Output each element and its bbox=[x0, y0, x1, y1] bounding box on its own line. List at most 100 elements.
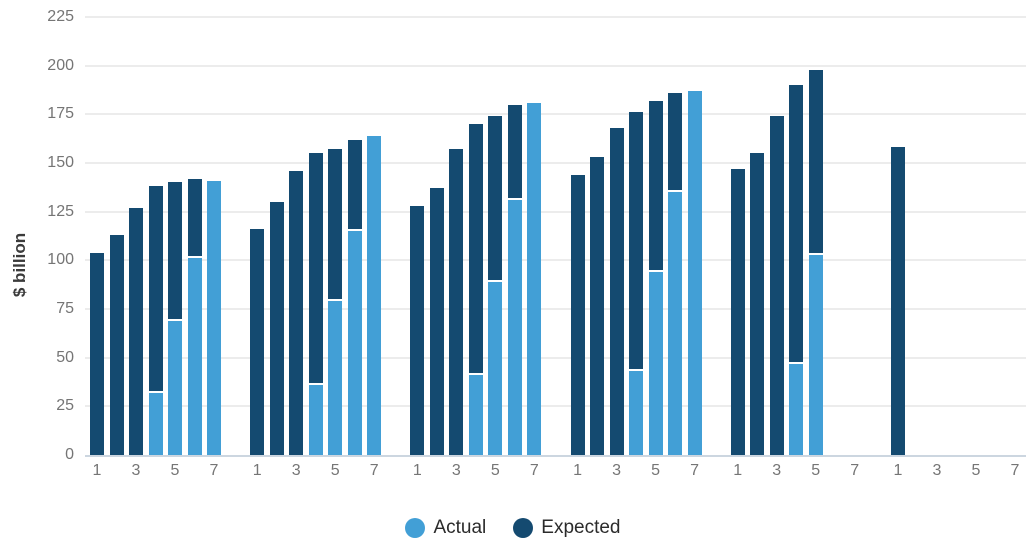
y-tick-label-150: 150 bbox=[47, 154, 74, 171]
bar-expected bbox=[468, 124, 483, 455]
x-tick-label: 5 bbox=[170, 462, 180, 479]
y-tick-label-50: 50 bbox=[56, 348, 74, 366]
bar-slot-g2-p7 bbox=[367, 17, 382, 455]
bar-slot-g4-p2 bbox=[590, 17, 605, 455]
x-tick-label bbox=[828, 462, 842, 480]
x-tick-group-4: 1 3 5 7 bbox=[571, 462, 702, 480]
bar-slot-g4-p3 bbox=[609, 17, 624, 455]
bar-slot-g3-p7 bbox=[527, 17, 542, 455]
x-tick-group-2: 1 3 5 7 bbox=[250, 462, 381, 480]
bar-expected bbox=[750, 153, 765, 455]
gridline-75 bbox=[85, 308, 1026, 310]
bar-slot-g5-p6 bbox=[828, 17, 842, 455]
bar-group-1 bbox=[90, 17, 221, 455]
legend-item-actual[interactable]: Actual bbox=[405, 517, 486, 539]
gridline-225 bbox=[85, 16, 1026, 18]
bar-expected bbox=[890, 147, 905, 455]
x-tick-label bbox=[910, 462, 924, 480]
y-tick-label-0: 0 bbox=[65, 446, 74, 463]
bar-slot-g1-p5 bbox=[168, 17, 182, 455]
x-tick-label: 7 bbox=[369, 462, 379, 479]
legend: Actual Expected bbox=[0, 517, 1026, 539]
bar-group-6 bbox=[890, 17, 1022, 455]
bar-slot-g2-p3 bbox=[289, 17, 304, 455]
bar-expected bbox=[308, 153, 323, 455]
legend-label-expected: Expected bbox=[541, 517, 621, 538]
x-tick-label: 1 bbox=[573, 462, 583, 479]
x-tick-label: 7 bbox=[690, 462, 700, 479]
bar-slot-g6-p1 bbox=[890, 17, 905, 455]
bar-slot-g4-p5 bbox=[648, 17, 663, 455]
bar-slot-g5-p3 bbox=[769, 17, 784, 455]
bar-group-4 bbox=[570, 17, 702, 455]
y-tick-label-125: 125 bbox=[47, 202, 74, 220]
bar-actual bbox=[648, 270, 663, 455]
bar-slot-g6-p3 bbox=[930, 17, 944, 455]
bar-slot-g6-p6 bbox=[988, 17, 1002, 455]
y-tick-label-175: 175 bbox=[47, 105, 74, 123]
x-tick-label bbox=[469, 462, 483, 480]
bar-expected bbox=[570, 174, 585, 455]
bar-actual bbox=[808, 252, 823, 455]
legend-item-expected[interactable]: Expected bbox=[513, 517, 621, 539]
bar-expected bbox=[289, 170, 304, 455]
bar-actual bbox=[488, 279, 503, 455]
bar-slot-g2-p4 bbox=[308, 17, 323, 455]
x-tick-label bbox=[590, 462, 604, 480]
bar-expected bbox=[590, 157, 605, 455]
y-tick-label-100: 100 bbox=[47, 251, 74, 269]
x-tick-label: 7 bbox=[1010, 462, 1020, 479]
x-tick-label: 5 bbox=[811, 462, 821, 479]
bar-slot-g6-p2 bbox=[910, 17, 924, 455]
bar-expected bbox=[109, 235, 124, 455]
x-tick-group-1: 1 3 5 7 bbox=[90, 462, 221, 480]
bar-expected bbox=[90, 252, 104, 455]
bar-slot-g2-p1 bbox=[250, 17, 265, 455]
actual-legend-dot-icon bbox=[405, 518, 426, 538]
x-tick-label: 3 bbox=[612, 462, 622, 479]
bar-slot-g2-p5 bbox=[328, 17, 343, 455]
x-tick-label: 5 bbox=[651, 462, 661, 479]
x-tick-group-5: 1 3 5 7 bbox=[731, 462, 862, 480]
bar-actual bbox=[468, 373, 483, 455]
gridline-50 bbox=[85, 356, 1026, 359]
gridline-125 bbox=[85, 210, 1026, 213]
x-tick-label bbox=[988, 462, 1002, 480]
x-tick-label: 7 bbox=[529, 462, 539, 479]
x-tick-label: 3 bbox=[131, 462, 141, 479]
x-tick-label: 5 bbox=[971, 462, 981, 479]
bar-slot-g4-p7 bbox=[687, 17, 702, 455]
bar-slot-g5-p4 bbox=[789, 17, 804, 455]
bar-slot-g5-p2 bbox=[750, 17, 765, 455]
bar-slot-g3-p6 bbox=[507, 17, 522, 455]
bar-actual bbox=[328, 299, 343, 455]
bar-slot-g3-p5 bbox=[488, 17, 503, 455]
bar-slot-g5-p1 bbox=[730, 17, 745, 455]
gridline-175 bbox=[85, 113, 1026, 116]
x-tick-label bbox=[188, 462, 202, 480]
x-tick-label: 3 bbox=[932, 462, 942, 479]
x-tick-label: 1 bbox=[893, 462, 903, 479]
bar-expected bbox=[129, 207, 143, 455]
bar-expected bbox=[629, 112, 644, 455]
x-tick-label bbox=[430, 462, 444, 480]
bar-actual bbox=[367, 135, 382, 455]
bar-slot-g3-p1 bbox=[410, 17, 425, 455]
bar-slot-g6-p5 bbox=[969, 17, 983, 455]
x-tick-label bbox=[668, 462, 682, 480]
x-tick-label: 3 bbox=[451, 462, 461, 479]
bar-slot-g4-p6 bbox=[668, 17, 683, 455]
bar-slot-g5-p5 bbox=[808, 17, 823, 455]
bar-slot-g4-p4 bbox=[629, 17, 644, 455]
bar-expected bbox=[609, 127, 624, 455]
x-tick-label bbox=[750, 462, 764, 480]
bar-slot-g1-p4 bbox=[148, 17, 163, 455]
bar-group-3 bbox=[410, 17, 542, 455]
gridline-25 bbox=[85, 405, 1026, 408]
bar-expected bbox=[250, 229, 265, 455]
bar-slot-g1-p1 bbox=[90, 17, 104, 455]
bar-slot-g1-p7 bbox=[207, 17, 221, 455]
bar-slot-g3-p2 bbox=[429, 17, 444, 455]
y-tick-label-225: 225 bbox=[47, 8, 74, 25]
bar-slot-g2-p2 bbox=[269, 17, 284, 455]
